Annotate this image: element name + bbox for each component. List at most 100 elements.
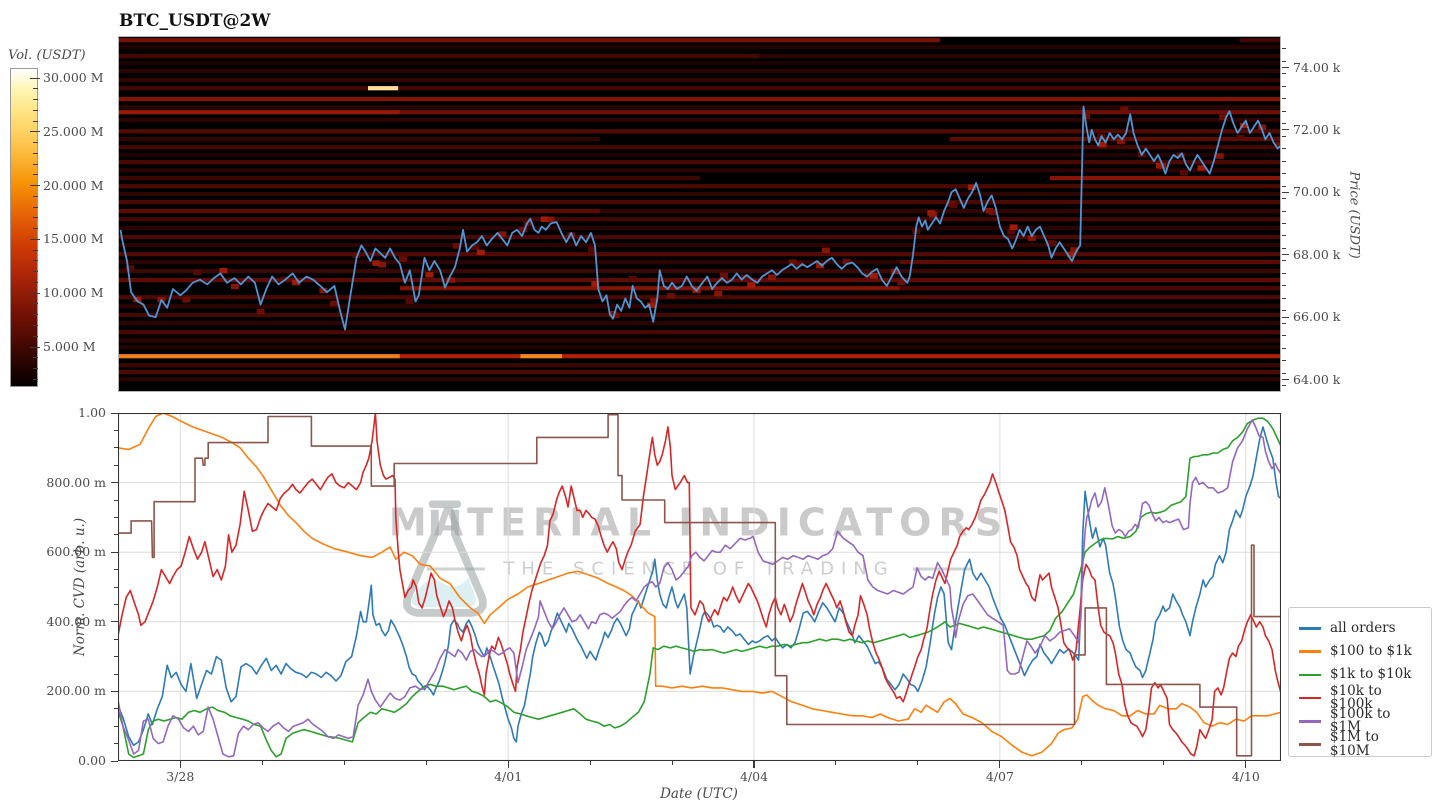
price-tick <box>1282 254 1289 256</box>
colorbar-minor-tick <box>33 368 38 370</box>
volume-cell <box>929 211 937 218</box>
price-minor-tick <box>1282 297 1286 299</box>
cvd-tick <box>111 482 118 484</box>
price-tick-label: 64.00 k <box>1293 371 1341 387</box>
volume-cell <box>498 231 507 237</box>
volume-row <box>118 54 760 59</box>
volume-row <box>118 268 1281 274</box>
cvd-tick-label: 1.00 <box>78 405 106 420</box>
date-minor-tick <box>753 761 755 765</box>
volume-row <box>118 252 1281 257</box>
volume-cell <box>714 290 723 297</box>
price-minor-tick <box>1282 235 1286 237</box>
colorbar-tick-label: 10.000 M <box>43 285 104 301</box>
volume-row <box>118 38 941 43</box>
price-minor-tick <box>1282 247 1286 249</box>
volume-cell <box>988 209 997 216</box>
price-tick-label: 68.00 k <box>1293 246 1341 262</box>
price-minor-tick <box>1282 135 1286 137</box>
series--10k-to-100k <box>118 413 1281 757</box>
volume-cell <box>546 216 555 223</box>
colorbar-tick <box>30 131 40 133</box>
colorbar-tick <box>30 77 40 79</box>
volume-row <box>118 110 400 115</box>
colorbar-minor-tick <box>33 249 38 251</box>
colorbar-minor-tick <box>33 88 38 90</box>
cvd-minor-tick <box>114 534 118 536</box>
price-volume-heatmap <box>118 36 1281 392</box>
date-tick-label: 4/01 <box>494 769 523 784</box>
volume-row <box>118 363 1281 368</box>
volume-cell <box>540 216 549 222</box>
legend-label: all orders <box>1330 619 1396 636</box>
colorbar-tick <box>30 292 40 294</box>
volume-row <box>118 191 1281 197</box>
price-minor-tick <box>1282 85 1286 87</box>
date-minor-tick <box>261 761 263 765</box>
volume-row <box>118 200 1281 205</box>
volume-row <box>118 330 1281 335</box>
colorbar-label: Vol. (USDT) <box>8 48 86 63</box>
price-tick-label: 72.00 k <box>1293 121 1341 137</box>
date-minor-tick <box>343 761 345 765</box>
legend-item: $100 to $1k <box>1299 640 1421 663</box>
volume-row <box>899 259 1281 265</box>
volume-cell <box>452 243 461 249</box>
watermark-subtitle-text: THE SCIENCE OF TRADING <box>503 558 895 580</box>
volume-cell <box>1258 124 1267 130</box>
volume-cell <box>795 261 804 267</box>
date-minor-tick <box>917 761 919 765</box>
volume-cell <box>1098 141 1107 148</box>
legend-item: $10k to $100k <box>1299 684 1421 711</box>
volume-cell <box>447 277 455 283</box>
volume-cell <box>405 298 414 304</box>
volume-row <box>399 110 1281 115</box>
volume-row <box>118 338 1281 343</box>
volume-cell <box>1007 228 1016 235</box>
legend-item: all orders <box>1299 617 1421 640</box>
colorbar-minor-tick <box>33 335 38 337</box>
volume-cell <box>182 297 191 303</box>
date-tick <box>999 761 1001 768</box>
legend-swatch <box>1299 673 1321 677</box>
colorbar-minor-tick <box>33 260 38 262</box>
price-tick <box>1282 379 1289 381</box>
series--1k-to-10k <box>118 417 1281 759</box>
volume-row <box>118 160 1281 165</box>
legend-swatch <box>1299 743 1321 746</box>
volume-row <box>1049 176 1281 181</box>
volume-cell <box>768 274 776 280</box>
date-tick-label: 4/07 <box>985 769 1014 784</box>
legend-label: $1k to $10k <box>1330 666 1412 683</box>
volume-cell <box>1197 165 1206 171</box>
cvd-tick <box>111 621 118 623</box>
volume-cell <box>949 202 958 209</box>
volume-row <box>759 54 1281 59</box>
legend-item: $1k to $10k <box>1299 663 1421 686</box>
date-minor-tick <box>1245 761 1247 765</box>
volume-cell <box>471 244 480 251</box>
volume-row <box>118 370 1281 375</box>
volume-row <box>118 105 1281 110</box>
volume-row <box>1240 38 1281 43</box>
date-minor-tick <box>179 761 181 765</box>
legend: all orders $100 to $1k $1k to $10k $10k to … <box>1288 607 1432 757</box>
colorbar-minor-tick <box>33 217 38 219</box>
volume-cell <box>1009 224 1018 230</box>
legend-label: $1M to $10M <box>1330 729 1379 759</box>
volume-cell <box>1027 235 1036 241</box>
date-tick <box>507 761 509 768</box>
cvd-tick-label: 800.00 m <box>46 474 106 490</box>
cvd-minor-tick <box>114 708 118 710</box>
volume-row <box>599 209 1281 214</box>
date-minor-tick <box>507 761 509 765</box>
price-minor-tick <box>1282 210 1286 212</box>
price-minor-tick <box>1282 385 1286 387</box>
price-minor-tick <box>1282 322 1286 324</box>
cvd-tick <box>111 551 118 553</box>
volume-row <box>562 354 1281 359</box>
price-minor-tick <box>1282 272 1286 274</box>
volume-cell <box>650 297 659 304</box>
volume-row <box>118 168 1281 173</box>
